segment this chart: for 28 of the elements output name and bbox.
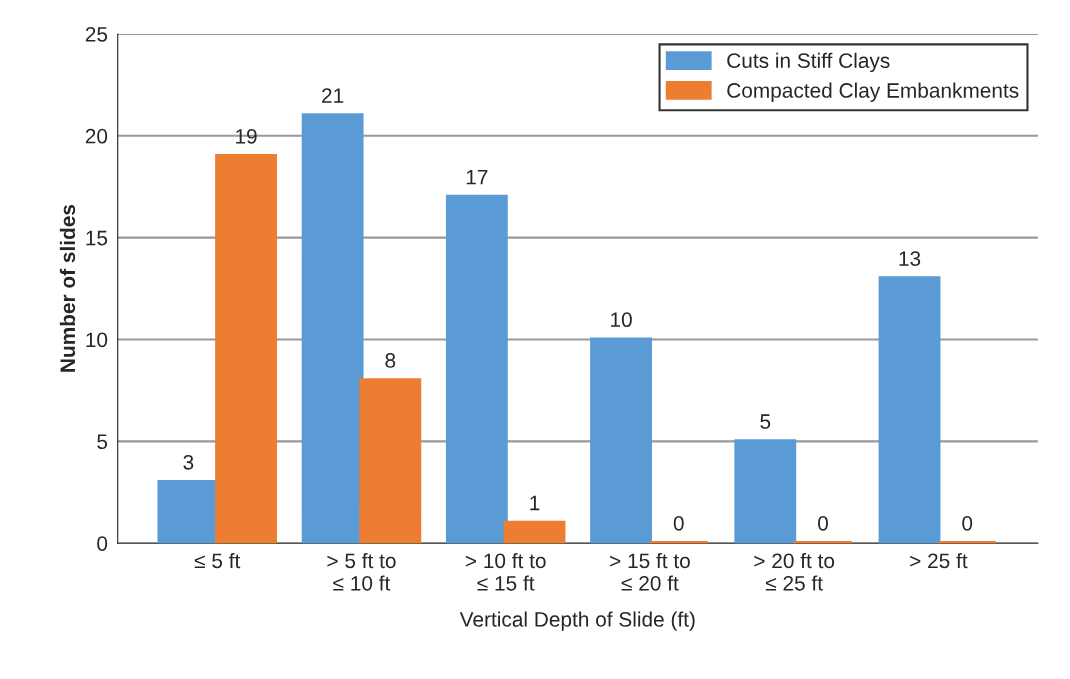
data-label: 13 [899,251,921,266]
x-tick-label: > 5 ft to ≤ 10 ft [327,552,396,591]
data-label: 0 [818,516,828,531]
data-label: 19 [236,128,257,144]
x-tick-label: ≤ 5 ft [194,552,241,569]
data-label: 8 [385,353,396,368]
y-tick-label: 25 [85,26,108,42]
y-tick-label: 10 [86,332,108,348]
x-tick-label: > 10 ft to ≤ 15 ft [465,552,546,591]
data-label: 10 [611,312,632,328]
y-tick-label: 15 [86,230,108,246]
y-tick-label: 5 [97,434,108,450]
x-axis-title: Vertical Depth of Slide (ft) [459,611,695,631]
y-axis-title: Number of slides [59,204,76,372]
y-tick-label: 20 [85,128,108,144]
y-tick-label: 0 [97,536,108,551]
data-label: 3 [183,454,194,470]
x-tick-label: > 20 ft to ≤ 25 ft [754,552,835,591]
legend-label: Compacted Clay Embankments [727,82,1019,102]
x-tick-label: > 15 ft to ≤ 20 ft [610,552,690,591]
legend-label: Cuts in Stiff Clays [727,52,890,73]
data-label: 0 [962,516,973,531]
data-label: 5 [760,414,771,429]
data-label: 0 [673,516,684,531]
data-label: 21 [322,88,344,103]
x-tick-label: > 25 ft [910,552,968,569]
data-label: 1 [530,495,540,511]
data-label: 17 [466,169,488,185]
